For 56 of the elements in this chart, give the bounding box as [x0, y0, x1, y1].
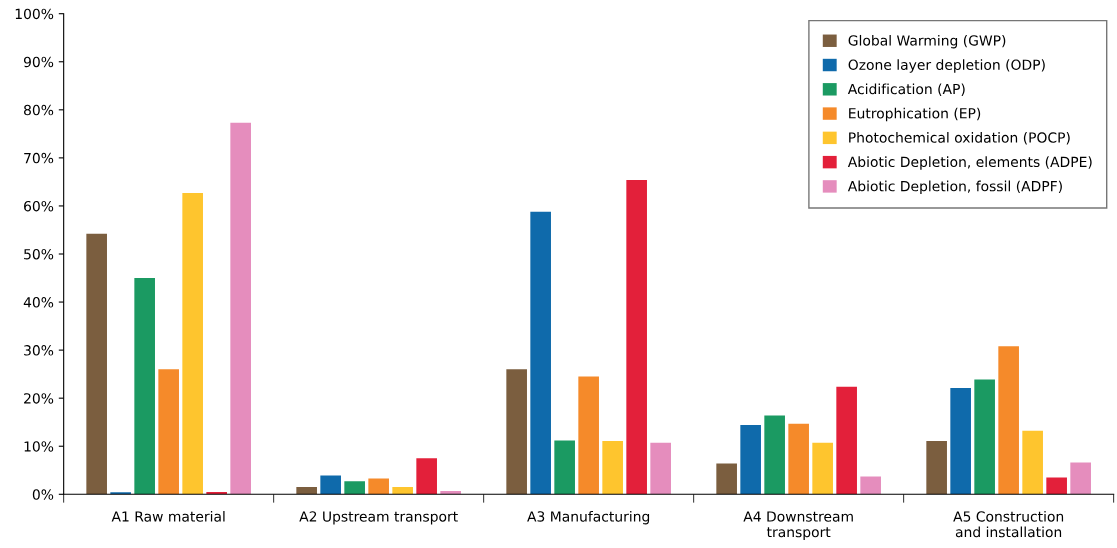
y-tick-label: 80%	[24, 104, 54, 116]
bar	[1046, 477, 1067, 495]
bar	[950, 388, 971, 495]
bar	[320, 475, 341, 495]
bar	[530, 211, 551, 495]
y-tick-label: 20%	[24, 393, 54, 404]
bar	[344, 481, 365, 495]
bar	[812, 442, 833, 495]
bar	[716, 463, 737, 495]
bar	[182, 192, 203, 495]
legend-label: Photochemical oxidation (POCP)	[849, 132, 1070, 145]
legend-label: Ozone layer depletion (ODP)	[848, 59, 1045, 73]
y-tick-label: 60%	[24, 200, 54, 212]
y-tick-label: 90%	[23, 56, 54, 68]
bar	[860, 476, 881, 495]
bar	[764, 415, 785, 495]
bar	[650, 442, 671, 495]
bar	[602, 440, 623, 495]
x-tick-label: A4 Downstream transport	[743, 511, 853, 540]
bar	[1070, 462, 1091, 495]
bar	[392, 487, 413, 495]
y-tick-label: 10%	[24, 441, 54, 452]
y-tick-label: 100%	[15, 8, 54, 20]
x-tick-label: A3 Manufacturing	[527, 510, 650, 525]
legend-label: Abiotic Depletion, fossil (ADPF)	[847, 180, 1062, 195]
bar	[368, 478, 389, 495]
bar	[506, 369, 527, 495]
bar	[86, 233, 107, 495]
bar	[926, 440, 947, 495]
bar	[1022, 430, 1043, 495]
bar	[836, 386, 857, 495]
y-tick-label: 70%	[24, 152, 54, 164]
bar	[974, 379, 995, 495]
bar	[134, 278, 155, 495]
legend-label: Acidification (AP)	[847, 83, 965, 96]
x-tick-label: A2 Upstream transport	[299, 511, 458, 525]
bar	[740, 425, 761, 495]
bar	[578, 376, 599, 495]
bar	[440, 490, 461, 495]
bar	[998, 346, 1019, 495]
bar	[788, 423, 809, 495]
legend-label: Abiotic Depletion, elements (ADPE)	[847, 156, 1092, 170]
y-tick-label: 30%	[24, 345, 54, 356]
y-tick-label: 40%	[23, 297, 54, 308]
legend-label: Eutrophication (EP)	[849, 107, 981, 122]
bar	[416, 458, 437, 495]
bar	[158, 369, 179, 495]
x-tick-label: A1 Raw material	[111, 510, 225, 522]
bar	[554, 440, 575, 495]
bar	[230, 122, 251, 495]
x-tick-label: A5 Construction and installation	[953, 510, 1064, 538]
legend-label: Global Warming (GWP)	[848, 34, 1006, 49]
bar	[626, 179, 647, 495]
y-tick-label: 0%	[32, 489, 54, 500]
y-tick-label: 50%	[24, 248, 54, 260]
bar	[296, 487, 317, 495]
